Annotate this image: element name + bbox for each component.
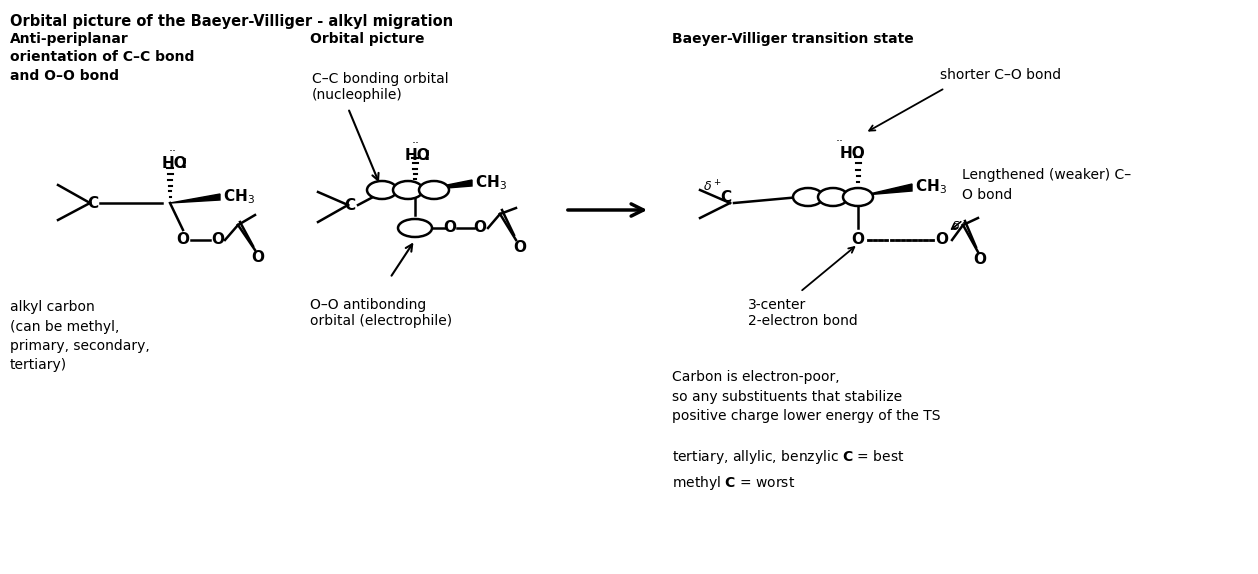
Polygon shape: [170, 194, 220, 203]
Text: HO: HO: [162, 156, 187, 170]
Text: HO: HO: [405, 148, 430, 162]
Text: Anti-periplanar
orientation of C–C bond
and O–O bond: Anti-periplanar orientation of C–C bond …: [10, 32, 195, 83]
Text: C: C: [88, 196, 98, 211]
Text: C: C: [721, 189, 732, 204]
Text: ··: ··: [413, 138, 420, 150]
Text: Carbon is electron-poor,
so any substituents that stabilize
positive charge lowe: Carbon is electron-poor, so any substitu…: [672, 370, 941, 423]
Text: O: O: [211, 232, 224, 247]
Text: O: O: [176, 232, 190, 247]
Text: O: O: [473, 220, 487, 235]
Polygon shape: [421, 180, 472, 190]
Text: Baeyer-Villiger transition state: Baeyer-Villiger transition state: [672, 32, 913, 46]
Text: $\delta^+$: $\delta^+$: [703, 179, 721, 195]
Text: tertiary, allylic, benzylic $\mathbf{C}$ = best
methyl $\mathbf{C}$ = worst: tertiary, allylic, benzylic $\mathbf{C}$…: [672, 448, 905, 492]
Ellipse shape: [419, 181, 449, 199]
Text: Lengthened (weaker) C–
O bond: Lengthened (weaker) C– O bond: [962, 168, 1131, 201]
Text: $\delta^-$: $\delta^-$: [951, 220, 970, 234]
Text: O–O antibonding
orbital (electrophile): O–O antibonding orbital (electrophile): [309, 298, 452, 328]
Text: Orbital picture: Orbital picture: [309, 32, 424, 46]
Text: 3-center
2-electron bond: 3-center 2-electron bond: [749, 298, 858, 328]
Ellipse shape: [843, 188, 873, 206]
Ellipse shape: [818, 188, 848, 206]
Text: HO: HO: [840, 145, 866, 161]
Text: :: :: [180, 154, 186, 172]
Text: O: O: [936, 232, 949, 247]
Text: C: C: [345, 197, 356, 212]
Text: O: O: [974, 253, 986, 267]
Ellipse shape: [367, 181, 398, 199]
Ellipse shape: [793, 188, 823, 206]
Ellipse shape: [392, 181, 423, 199]
Polygon shape: [866, 184, 912, 195]
Text: CH$_3$: CH$_3$: [915, 177, 947, 196]
Text: O: O: [852, 232, 864, 247]
Text: CH$_3$: CH$_3$: [223, 188, 255, 206]
Text: :: :: [423, 146, 429, 164]
Text: O: O: [513, 241, 527, 255]
Text: CH$_3$: CH$_3$: [476, 174, 507, 192]
Ellipse shape: [398, 219, 431, 237]
Text: shorter C–O bond: shorter C–O bond: [940, 68, 1062, 82]
Text: Orbital picture of the Baeyer-Villiger - alkyl migration: Orbital picture of the Baeyer-Villiger -…: [10, 14, 453, 29]
Text: ··: ··: [837, 135, 844, 149]
Text: C–C bonding orbital
(nucleophile): C–C bonding orbital (nucleophile): [312, 72, 449, 102]
Text: alkyl carbon
(can be methyl,
primary, secondary,
tertiary): alkyl carbon (can be methyl, primary, se…: [10, 300, 150, 373]
Text: ··: ··: [169, 145, 177, 158]
Text: O: O: [444, 220, 457, 235]
Text: O: O: [252, 250, 264, 266]
